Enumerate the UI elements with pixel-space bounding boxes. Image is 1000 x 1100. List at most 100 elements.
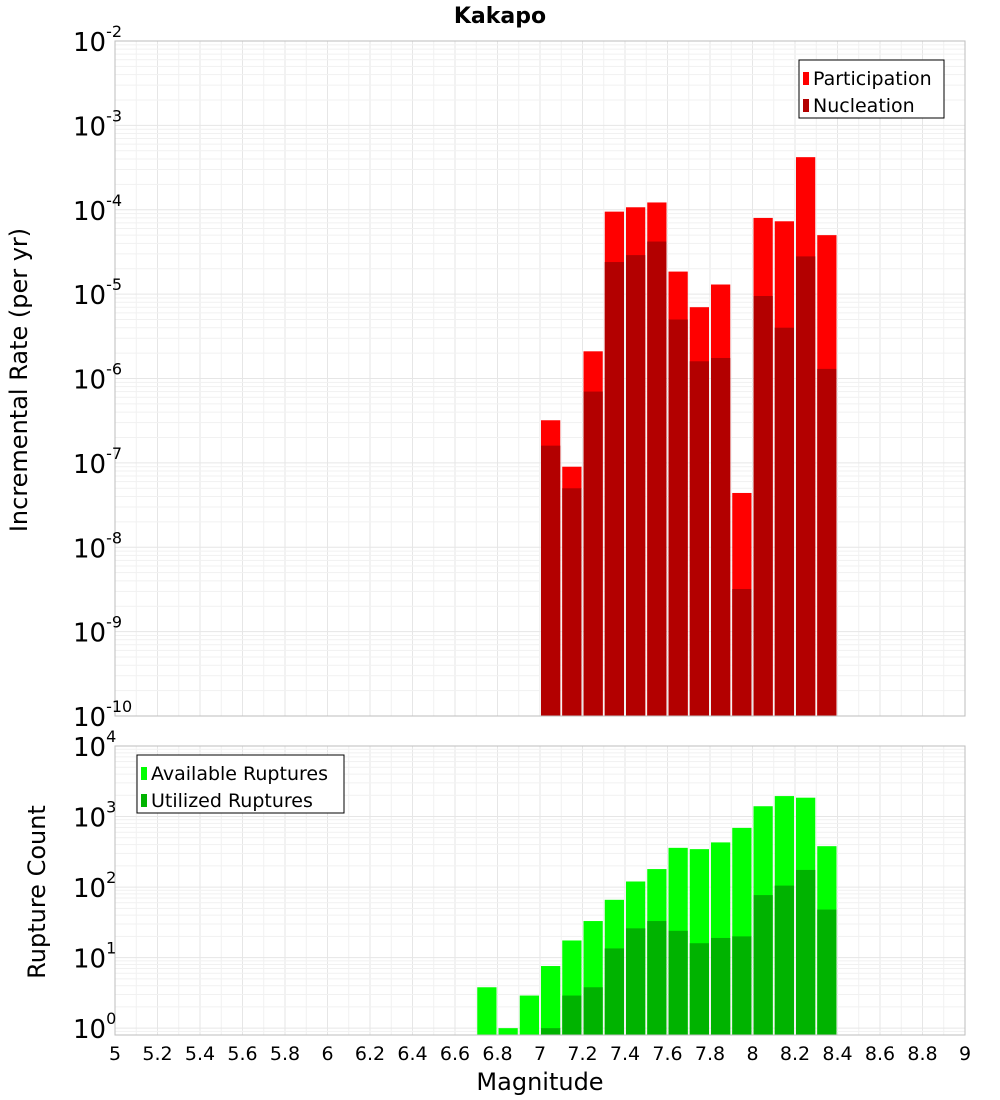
legend-label: Nucleation: [813, 95, 915, 117]
bar-nucleation: [689, 361, 709, 716]
bar-utilized-ruptures: [796, 869, 816, 1035]
y-tick-exponent: -8: [106, 528, 122, 547]
y-tick-exponent: -3: [106, 106, 122, 125]
bar-available-ruptures: [541, 966, 561, 1035]
x-tick-label: 5.8: [270, 1043, 300, 1065]
x-tick-label: 6: [321, 1043, 333, 1065]
y-tick-exponent: 2: [106, 868, 116, 887]
bar-utilized-ruptures: [626, 928, 646, 1035]
x-tick-label: 5.6: [227, 1043, 257, 1065]
y-tick-exponent: -9: [106, 613, 122, 632]
bar-nucleation: [732, 589, 752, 716]
plot-frame: [114, 40, 966, 717]
y-tick-exponent: 1: [106, 939, 116, 958]
y-tick-label: 10-5: [73, 275, 122, 311]
y-tick-label: 10-4: [73, 191, 122, 227]
y-tick-base: 10: [73, 450, 106, 480]
bar-utilized-ruptures: [583, 987, 603, 1035]
legend-swatch: [141, 794, 147, 807]
x-axis-label: Magnitude: [476, 1068, 603, 1096]
y-tick-label: 100: [73, 1009, 116, 1045]
bar-nucleation: [562, 488, 582, 716]
bar-nucleation: [668, 319, 688, 716]
bar-utilized-ruptures: [647, 921, 667, 1035]
y-tick-label: 10-7: [73, 444, 122, 480]
y-tick-base: 10: [73, 1015, 106, 1045]
y-tick-exponent: -5: [106, 275, 122, 294]
y-tick-exponent: -7: [106, 444, 122, 463]
y-tick-base: 10: [73, 534, 106, 564]
y-tick-label: 10-6: [73, 360, 122, 396]
y-tick-label: 10-2: [73, 22, 122, 58]
bar-available-ruptures: [498, 1028, 518, 1035]
x-tick-label: 5.4: [185, 1043, 215, 1065]
x-tick-label: 5.2: [142, 1043, 172, 1065]
x-tick-label: 6.8: [482, 1043, 512, 1065]
bar-utilized-ruptures: [541, 1028, 561, 1035]
y-tick-label: 104: [73, 727, 116, 763]
y-tick-base: 10: [73, 619, 106, 649]
bar-nucleation: [753, 296, 773, 716]
x-tick-label: 8.4: [822, 1043, 852, 1065]
legend-swatch: [803, 72, 809, 85]
y-tick-base: 10: [73, 197, 106, 227]
y-tick-exponent: -4: [106, 191, 122, 210]
legend-label: Utilized Ruptures: [151, 790, 313, 812]
x-tick-label: 9: [959, 1043, 971, 1065]
bar-utilized-ruptures: [562, 995, 582, 1035]
bar-utilized-ruptures: [774, 885, 794, 1035]
y-tick-exponent: -10: [106, 697, 132, 716]
y-tick-base: 10: [73, 703, 106, 733]
x-tick-label: 7.6: [652, 1043, 682, 1065]
bar-nucleation: [796, 256, 816, 716]
legend-box: [136, 754, 345, 814]
bar-nucleation: [626, 255, 646, 716]
bar-nucleation: [711, 357, 731, 716]
bar-utilized-ruptures: [711, 937, 731, 1035]
bar-utilized-ruptures: [817, 909, 837, 1035]
x-tick-label: 8.6: [865, 1043, 895, 1065]
bar-nucleation: [583, 391, 603, 716]
bar-available-ruptures: [519, 995, 539, 1035]
bar-nucleation: [647, 241, 667, 717]
x-tick-labels: 5 5.2 5.4 5.6 5.8 6 6.2 6.4 6.6 6.8 7 7.2 7.4 7.6 7.8 8…: [109, 1043, 971, 1065]
top-y-axis-label: Incremental Rate (per yr): [5, 228, 33, 532]
bottom-y-axis-label: Rupture Count: [23, 805, 51, 979]
bar-utilized-ruptures: [753, 895, 773, 1035]
x-tick-label: 7.4: [610, 1043, 640, 1065]
y-tick-base: 10: [73, 281, 106, 311]
x-tick-label: 6.6: [440, 1043, 470, 1065]
bar-nucleation: [604, 262, 624, 716]
x-tick-label: 7: [534, 1043, 546, 1065]
y-tick-label: 101: [73, 939, 116, 975]
x-tick-label: 6.4: [397, 1043, 427, 1065]
y-tick-base: 10: [73, 804, 106, 834]
chart-title: Kakapo: [454, 4, 546, 29]
y-tick-base: 10: [73, 733, 106, 763]
x-tick-label: 5: [109, 1043, 121, 1065]
bar-nucleation: [817, 368, 837, 716]
y-tick-base: 10: [73, 366, 106, 396]
top-plot-area: 10-1010-910-810-710-610-510-410-310-2Par…: [73, 22, 966, 733]
y-tick-exponent: -2: [106, 22, 122, 41]
y-tick-base: 10: [73, 945, 106, 975]
y-tick-base: 10: [73, 28, 106, 58]
bar-nucleation: [774, 327, 794, 716]
bar-nucleation: [541, 445, 561, 716]
y-tick-exponent: 0: [106, 1009, 116, 1028]
bar-utilized-ruptures: [689, 943, 709, 1035]
legend-label: Available Ruptures: [151, 763, 328, 785]
y-tick-label: 102: [73, 868, 116, 904]
legend-box: [798, 59, 945, 119]
x-tick-label: 7.8: [695, 1043, 725, 1065]
bar-utilized-ruptures: [732, 936, 752, 1035]
legend: Available Ruptures Utilized Ruptures: [136, 754, 345, 814]
y-tick-exponent: -6: [106, 360, 122, 379]
y-tick-exponent: 3: [106, 798, 116, 817]
y-tick-label: 10-10: [73, 697, 132, 733]
y-tick-label: 10-9: [73, 613, 122, 649]
legend: Participation Nucleation: [798, 59, 945, 119]
x-tick-label: 6.2: [355, 1043, 385, 1065]
